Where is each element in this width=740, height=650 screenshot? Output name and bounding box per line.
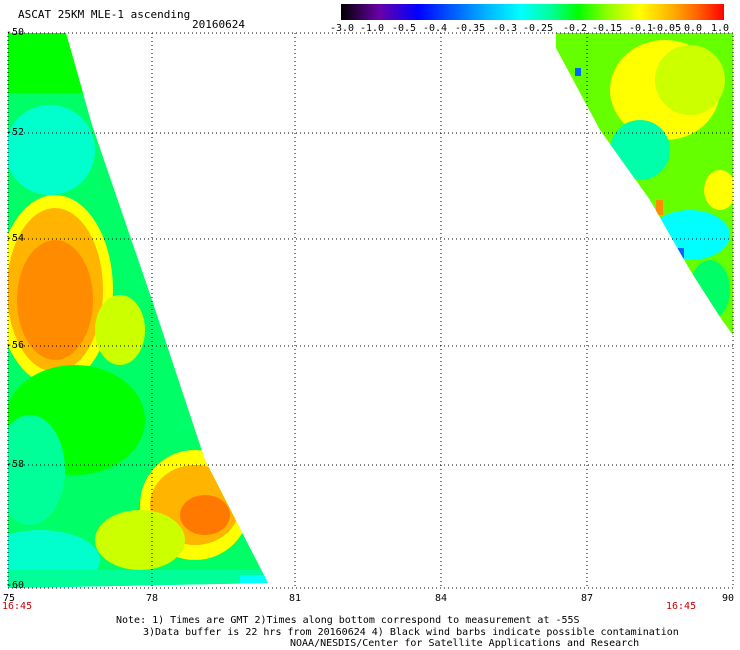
colorbar-label: -0.2 — [563, 23, 588, 34]
note-line-3: NOAA/NESDIS/Center for Satellite Applica… — [290, 638, 640, 649]
y-tick-label: -54 — [6, 233, 25, 244]
colorbar-label: -0.15 — [592, 23, 623, 34]
map-title: ASCAT 25KM MLE-1 ascending — [18, 8, 191, 21]
x-tick-label: 90 — [722, 593, 735, 604]
colorbar-label: 1.0 — [711, 23, 730, 34]
note-line-2: 3)Data buffer is 22 hrs from 20160624 4)… — [143, 627, 679, 638]
left-swath — [8, 33, 268, 588]
colorbar-label: 0.0 — [684, 23, 703, 34]
colorbar-label: -0.05 — [651, 23, 682, 34]
colorbar — [341, 4, 724, 20]
y-tick-label: -50 — [6, 27, 25, 38]
right-swath — [556, 33, 733, 335]
colorbar-label: -3.0 — [330, 23, 355, 34]
map-date: 20160624 — [192, 18, 245, 31]
time-label-left: 16:45 — [2, 601, 33, 612]
y-tick-label: -56 — [6, 340, 25, 351]
x-tick-label: 81 — [289, 593, 302, 604]
grid — [7, 32, 734, 589]
x-tick-label: 87 — [581, 593, 594, 604]
y-tick-label: -60 — [6, 580, 25, 591]
colorbar-label: -0.1 — [629, 23, 654, 34]
colorbar-label: -0.35 — [455, 23, 486, 34]
colorbar-label: -1.0 — [360, 23, 385, 34]
x-tick-label: 75 — [3, 593, 16, 604]
y-tick-label: -52 — [6, 127, 25, 138]
colorbar-label: -0.25 — [523, 23, 554, 34]
y-tick-label: -58 — [6, 459, 25, 470]
colorbar-label: -0.4 — [423, 23, 448, 34]
colorbar-label: -0.3 — [493, 23, 518, 34]
note-line-1: Note: 1) Times are GMT 2)Times along bot… — [116, 615, 580, 626]
x-tick-label: 84 — [435, 593, 448, 604]
x-tick-label: 78 — [146, 593, 159, 604]
colorbar-label: -0.5 — [392, 23, 417, 34]
time-label-right: 16:45 — [666, 601, 697, 612]
